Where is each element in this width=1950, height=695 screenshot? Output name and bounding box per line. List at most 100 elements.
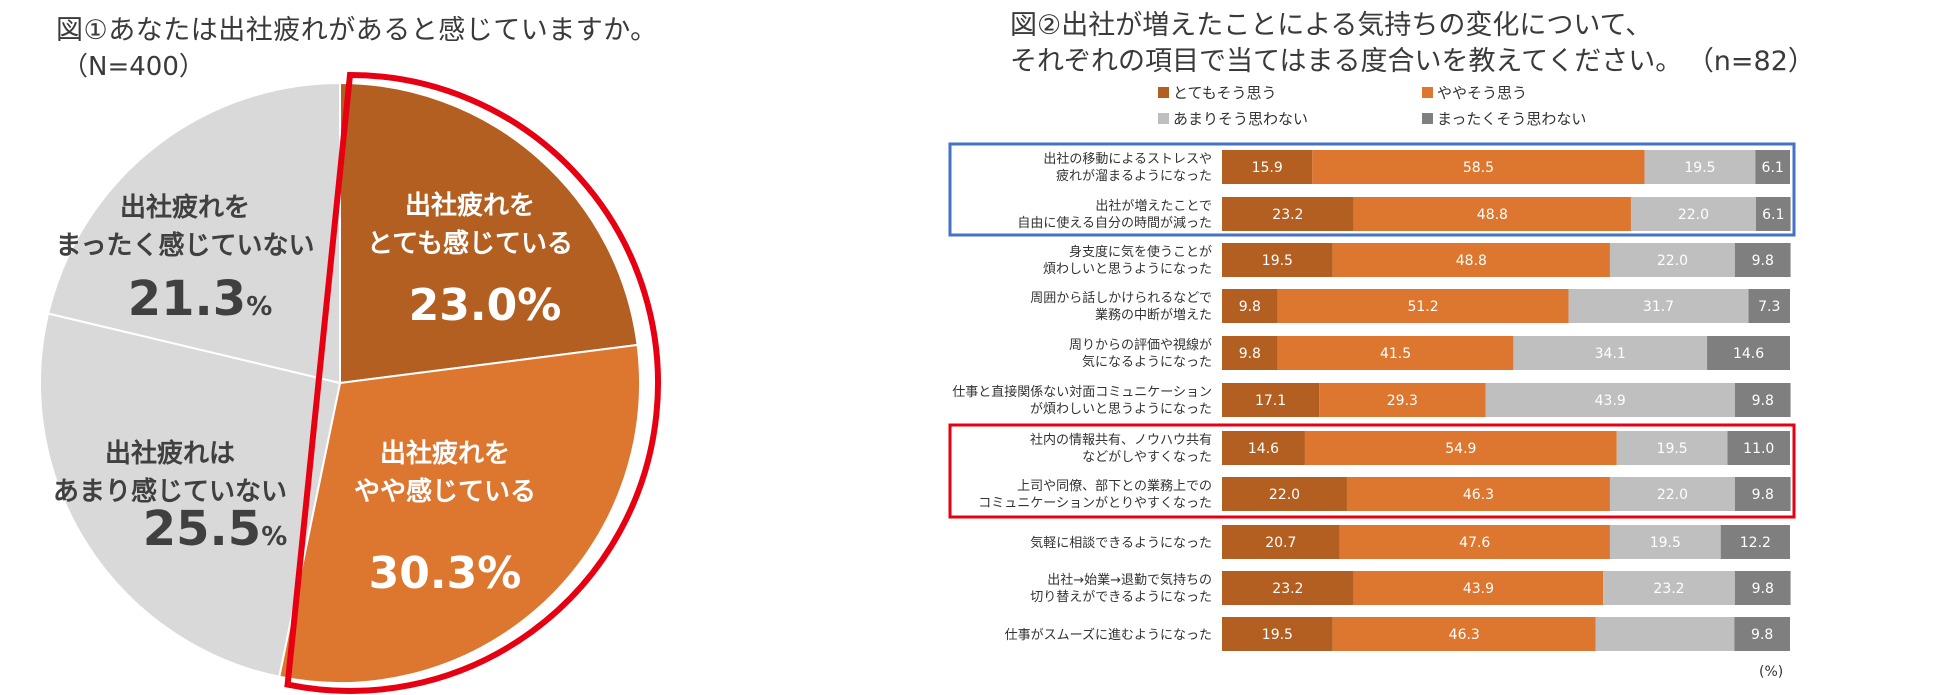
pie-label-3-line1: 出社疲れは	[105, 438, 235, 469]
bar-label-somewhat-row-8: 46.3	[1463, 487, 1494, 503]
pie-label-4-line1: 出社疲れを	[120, 192, 250, 223]
bar-somewhat-row-2	[1353, 197, 1631, 231]
bar-label-not-at-all-row-11: 9.8	[1751, 627, 1773, 643]
bar-somewhat-row-3	[1332, 243, 1610, 277]
figure1-title: 図①あなたは出社疲れがあると感じていますか。	[56, 15, 658, 46]
bar-very-row-4	[1222, 289, 1278, 323]
category-label-row-1-line-2: 疲れが溜まるようになった	[1056, 168, 1212, 184]
bar-very-row-8	[1222, 477, 1347, 511]
bar-label-somewhat-row-10: 43.9	[1463, 581, 1494, 597]
bar-not-at-all-row-9	[1720, 525, 1790, 559]
bar-label-somewhat-row-4: 51.2	[1407, 299, 1438, 315]
bar-label-not-at-all-row-8: 9.8	[1752, 487, 1774, 503]
bar-very-row-3	[1222, 243, 1333, 277]
bar-very-row-9	[1222, 525, 1340, 559]
legend-label-not-much: あまりそう思わない	[1173, 110, 1309, 128]
legend-item-very: とてもそう思う	[1158, 82, 1277, 103]
pie-value-1: 23.0%	[409, 280, 562, 331]
bar-not-much-row-10	[1603, 571, 1735, 605]
category-label-row-2-line-2: 自由に使える自分の時間が減った	[1017, 215, 1212, 231]
bar-label-not-much-row-9: 19.5	[1650, 535, 1681, 551]
bar-label-not-at-all-row-7: 11.0	[1743, 441, 1774, 457]
bar-label-somewhat-row-9: 47.6	[1459, 535, 1490, 551]
bar-somewhat-row-10	[1353, 571, 1604, 605]
category-label-row-9-line-1: 気軽に相談できるようになった	[1030, 535, 1212, 551]
category-label-row-6-line-2: が煩わしいと思うようになった	[1030, 402, 1212, 417]
pie-label-2-line2: やや感じている	[354, 477, 536, 507]
bar-somewhat-row-9	[1339, 525, 1610, 559]
bar-label-somewhat-row-1: 58.5	[1463, 160, 1494, 176]
category-label-row-3-line-2: 煩わしいと思うようになった	[1043, 262, 1212, 277]
category-label-row-7-line-1: 社内の情報共有、ノウハウ共有	[1030, 432, 1212, 448]
bar-not-much-row-4	[1568, 289, 1749, 323]
bar-label-not-at-all-row-4: 7.3	[1758, 299, 1780, 315]
category-label-row-3-line-1: 身支度に気を使うことが	[1069, 244, 1212, 260]
legend-swatch-very	[1158, 87, 1169, 98]
bar-not-at-all-row-2	[1755, 197, 1791, 231]
highlight-box-blue	[948, 142, 1796, 237]
bar-label-not-much-row-6: 43.9	[1595, 393, 1626, 409]
bar-label-very-row-3: 19.5	[1262, 253, 1293, 269]
legend-item-somewhat: ややそう思う	[1422, 82, 1527, 103]
pie-label-4-line2: まったく感じていない	[56, 231, 315, 261]
bar-label-not-at-all-row-2: 6.1	[1762, 207, 1784, 223]
figure2-sample-size: （n=82）	[1700, 46, 1815, 77]
bar-not-at-all-row-10	[1734, 571, 1791, 605]
bar-not-much-row-1	[1644, 150, 1756, 184]
bar-label-very-row-1: 15.9	[1252, 160, 1283, 176]
bar-not-much-row-7	[1616, 431, 1728, 465]
bar-label-very-row-7: 14.6	[1248, 441, 1279, 457]
category-label-row-4-line-1: 周囲から話しかけられるなどで	[1030, 290, 1212, 306]
bar-label-very-row-6: 17.1	[1255, 393, 1286, 409]
pie-slice-3	[39, 312, 342, 678]
bar-label-very-row-4: 9.8	[1239, 299, 1261, 315]
bar-not-at-all-row-7	[1727, 431, 1790, 465]
bar-label-somewhat-row-7: 54.9	[1445, 441, 1476, 457]
bar-very-row-1	[1222, 150, 1313, 184]
pie-label-1-line1: 出社疲れを	[405, 190, 535, 221]
bar-somewhat-row-1	[1312, 150, 1645, 184]
bar-label-not-much-row-1: 19.5	[1684, 160, 1715, 176]
bar-not-much-row-8	[1609, 477, 1735, 511]
legend-label-not-at-all: まったくそう思わない	[1437, 110, 1587, 128]
category-label-row-6-line-1: 仕事と直接関係ない対面コミュニケーション	[952, 384, 1212, 400]
bar-not-much-row-6	[1485, 383, 1735, 417]
figure2-title-line2: それぞれの項目で当てはまる度合いを教えてください。	[1010, 46, 1683, 77]
bar-label-not-much-row-7: 19.5	[1657, 441, 1688, 457]
bar-somewhat-row-4	[1277, 289, 1569, 323]
bar-label-not-at-all-row-1: 6.1	[1762, 160, 1784, 176]
pie-value-2: 30.3%	[369, 548, 522, 599]
category-label-row-5-line-2: 気になるようになった	[1082, 354, 1212, 370]
bar-not-much-row-2	[1630, 197, 1756, 231]
bar-label-somewhat-row-5: 41.5	[1380, 346, 1411, 362]
bar-not-at-all-row-4	[1748, 289, 1790, 323]
bar-label-very-row-9: 20.7	[1265, 535, 1296, 551]
bar-not-at-all-row-1	[1755, 150, 1790, 184]
unit-label: (%)	[1759, 664, 1784, 680]
bar-label-somewhat-row-6: 29.3	[1387, 393, 1418, 409]
bar-label-not-at-all-row-3: 9.8	[1752, 253, 1774, 269]
category-label-row-1-line-1: 出社の移動によるストレスや	[1043, 151, 1212, 167]
legend-label-somewhat: ややそう思う	[1437, 84, 1528, 102]
legend-item-not-at-all: まったくそう思わない	[1422, 108, 1586, 129]
bar-not-at-all-row-6	[1734, 383, 1791, 417]
bar-label-somewhat-row-3: 48.8	[1456, 253, 1487, 269]
pie-slice-4	[46, 81, 341, 385]
bar-label-very-row-5: 9.8	[1239, 346, 1261, 362]
pie-highlight-outline	[284, 71, 661, 694]
bar-very-row-2	[1222, 197, 1354, 231]
bar-very-row-10	[1222, 571, 1354, 605]
pie-label-3-line2: あまり感じていない	[53, 477, 287, 507]
pie-value-3-percent-sign: %	[261, 522, 287, 552]
pie-slice-1	[339, 81, 639, 385]
figure2-title: 図②出社が増えたことによる気持ちの変化について、 それぞれの項目で当てはまる度合…	[1010, 8, 1815, 80]
category-label-row-11-line-1: 仕事がスムーズに進むようになった	[1005, 627, 1212, 643]
bar-somewhat-row-6	[1319, 383, 1486, 417]
bar-label-very-row-10: 23.2	[1272, 581, 1303, 597]
bar-label-not-at-all-row-9: 12.2	[1740, 535, 1771, 551]
bar-not-much-row-5	[1513, 336, 1708, 370]
bar-label-somewhat-row-11: 46.3	[1449, 627, 1480, 643]
bar-label-not-much-row-2: 22.0	[1678, 207, 1709, 223]
bar-very-row-11	[1222, 617, 1333, 651]
bar-label-not-much-row-10: 23.2	[1653, 581, 1684, 597]
